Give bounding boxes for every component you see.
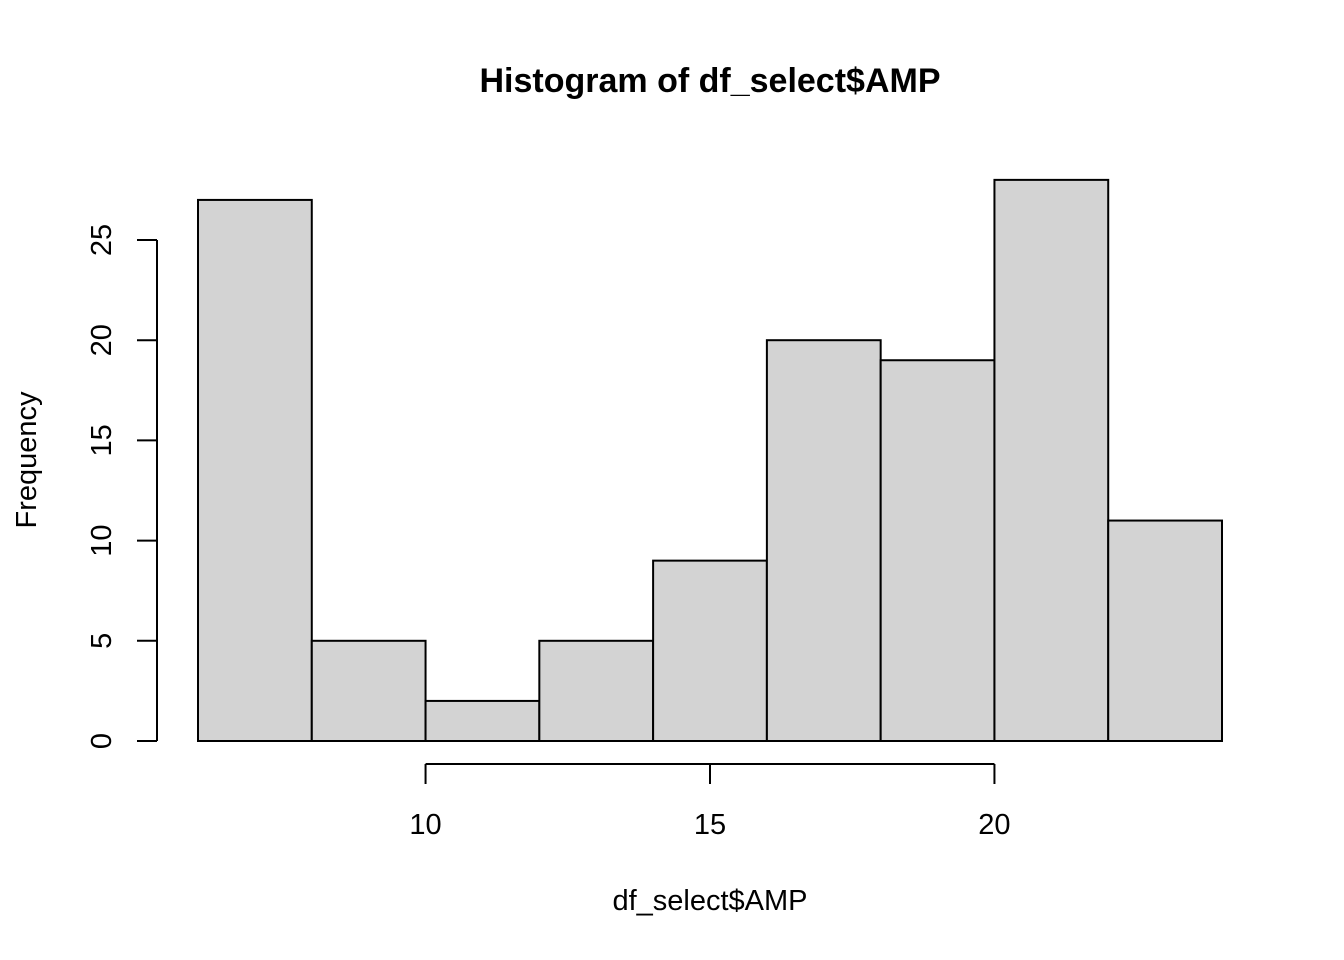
histogram-bar-2: [424, 699, 541, 742]
chart-title: Histogram of df_select$AMP: [480, 62, 941, 100]
histogram-bar-3: [538, 639, 655, 742]
y-tick-label: 15: [86, 424, 118, 456]
y-tick-label: 0: [86, 733, 118, 749]
histogram-bar-5: [765, 339, 882, 742]
histogram-bar-4: [652, 559, 768, 743]
x-axis-label: df_select$AMP: [612, 885, 807, 917]
histogram-bar-6: [879, 359, 996, 742]
y-axis: 0 5 10 15 20 25: [86, 224, 158, 749]
histogram-bar-8: [1107, 519, 1223, 742]
bars-group: [197, 178, 1223, 743]
y-tick-label: 20: [86, 324, 118, 356]
histogram-bar-7: [993, 178, 1110, 742]
x-axis: 10 15 20: [409, 763, 1011, 841]
y-axis-label: Frequency: [11, 391, 43, 529]
y-tick-label: 10: [86, 524, 118, 556]
y-tick-label: 25: [86, 224, 118, 256]
y-tick-label: 5: [86, 633, 118, 649]
x-tick-label: 15: [694, 809, 726, 841]
x-tick-label: 20: [978, 809, 1010, 841]
histogram-bar-1: [310, 639, 427, 742]
histogram-bar-0: [197, 198, 313, 743]
x-tick-label: 10: [409, 809, 441, 841]
